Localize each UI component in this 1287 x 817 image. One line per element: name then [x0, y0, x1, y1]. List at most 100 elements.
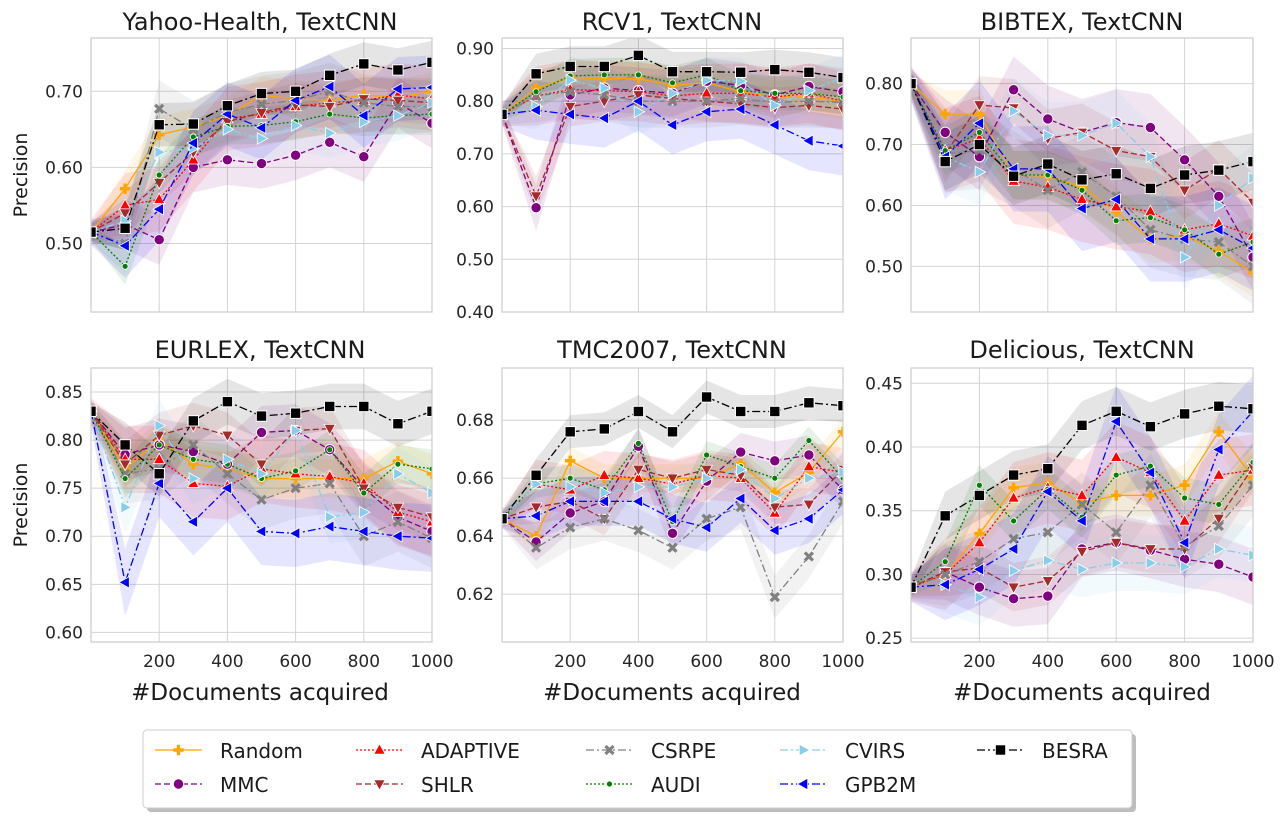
series-line-shlr [502, 468, 843, 520]
point-besra [119, 439, 131, 451]
point-cvirs [427, 486, 432, 500]
point-gpb2m [254, 121, 267, 135]
point-audi [394, 460, 402, 468]
x-tick-label: 200 [143, 652, 175, 672]
point-besra [1042, 462, 1054, 475]
point-besra [911, 581, 917, 593]
point-cvirs [838, 466, 843, 479]
legend: Random MMC ADAPTIVE SHLR CSRPE AUDI CVIR… [142, 729, 1136, 812]
y-tick-label: 0.50 [456, 250, 494, 270]
point-cvirs [974, 591, 987, 604]
point-csrpe [256, 99, 267, 110]
point-audi [1147, 214, 1154, 222]
point-adaptive [1246, 228, 1253, 241]
point-gpb2m [152, 476, 164, 490]
plot-area-yahoo-health-textcnn: 0.50 0.60 0.70 [45, 37, 433, 313]
point-cvirs [667, 86, 680, 100]
point-shlr [323, 101, 337, 114]
y-tick-label: 0.60 [865, 196, 903, 216]
point-audi [771, 89, 779, 97]
point-shlr [1041, 576, 1055, 588]
band-adaptive [91, 63, 432, 245]
point-shlr [323, 423, 337, 436]
point-gpb2m [597, 495, 609, 508]
point-adaptive [1075, 488, 1089, 501]
point-gpb2m [665, 118, 678, 132]
point-csrpe [701, 96, 712, 107]
point-besra [735, 405, 747, 418]
point-random [837, 426, 843, 437]
point-audi [600, 71, 608, 79]
point-csrpe [188, 439, 199, 451]
point-besra [1178, 408, 1191, 420]
point-besra [1110, 405, 1122, 418]
point-besra [1042, 158, 1054, 170]
series-line-cvirs [91, 102, 432, 233]
point-cvirs [804, 471, 816, 485]
point-cvirs [1145, 556, 1158, 570]
point-csrpe [392, 516, 404, 527]
point-csrpe [1145, 224, 1156, 235]
point-besra [632, 405, 645, 418]
legend-label-audi: AUDI [651, 773, 701, 797]
point-csrpe [154, 103, 165, 114]
legend-label-csrpe: CSRPE [651, 739, 716, 763]
point-csrpe [803, 96, 815, 107]
point-random [1145, 490, 1156, 501]
x-tick-label: 1000 [821, 652, 864, 672]
point-gpb2m [733, 492, 746, 505]
point-besra [1144, 420, 1157, 433]
point-besra [1213, 164, 1225, 176]
band-mmc [91, 400, 432, 558]
panel-rcv1: RCV1, TextCNN [582, 8, 762, 36]
point-audi [1112, 471, 1120, 479]
point-besra [358, 58, 370, 70]
y-tick-label: 0.60 [456, 198, 494, 218]
plot-area-delicious-textcnn: 0.25 0.30 0.35 0.40 0.45 200 400 600 800 1000 [865, 367, 1275, 672]
y-tick-label: 0.60 [45, 623, 83, 643]
point-cvirs [325, 510, 337, 524]
point-gpb2m [1143, 466, 1155, 479]
y-tick-label: 0.70 [45, 82, 83, 102]
point-cvirs [1043, 129, 1055, 142]
point-cvirs [667, 480, 680, 494]
point-cvirs [1180, 250, 1192, 264]
point-besra [939, 155, 951, 168]
point-adaptive [597, 468, 611, 480]
legend-marker-csrpe [604, 744, 615, 756]
point-cvirs [974, 165, 987, 179]
point-mmc [939, 126, 951, 139]
point-random [426, 468, 432, 479]
panel-tmc2007: TMC2007, TextCNN #Documents acquired [543, 336, 801, 706]
point-mmc [735, 446, 747, 458]
point-besra [119, 222, 131, 234]
point-gpb2m [529, 509, 541, 523]
band-audi [91, 403, 432, 513]
series-line-csrpe [91, 410, 432, 539]
point-besra [1144, 182, 1157, 195]
point-csrpe [599, 513, 610, 524]
point-cvirs [599, 81, 612, 95]
point-csrpe [1076, 499, 1088, 510]
point-csrpe [667, 542, 678, 553]
point-gpb2m [529, 103, 541, 117]
point-csrpe [1247, 480, 1253, 491]
y-tick-label: 0.60 [45, 158, 83, 178]
point-cvirs [1248, 171, 1253, 185]
point-csrpe [1111, 527, 1122, 538]
point-mmc [221, 154, 234, 166]
point-besra [803, 66, 815, 78]
plot-area-rcv1-textcnn: 0.40 0.50 0.60 0.70 0.80 0.90 [456, 37, 844, 323]
point-besra [735, 66, 747, 78]
x-tick-label: 200 [963, 652, 995, 672]
x-tick-label: 800 [759, 652, 791, 672]
x-tick-label: 1000 [410, 652, 453, 672]
point-csrpe [426, 533, 432, 544]
panel-title: RCV1, TextCNN [582, 8, 762, 36]
point-cvirs [154, 419, 167, 433]
point-gpb2m [1245, 244, 1253, 252]
point-mmc [1247, 571, 1253, 583]
point-mmc [153, 233, 165, 246]
point-besra [598, 423, 610, 435]
point-csrpe [1008, 533, 1019, 544]
